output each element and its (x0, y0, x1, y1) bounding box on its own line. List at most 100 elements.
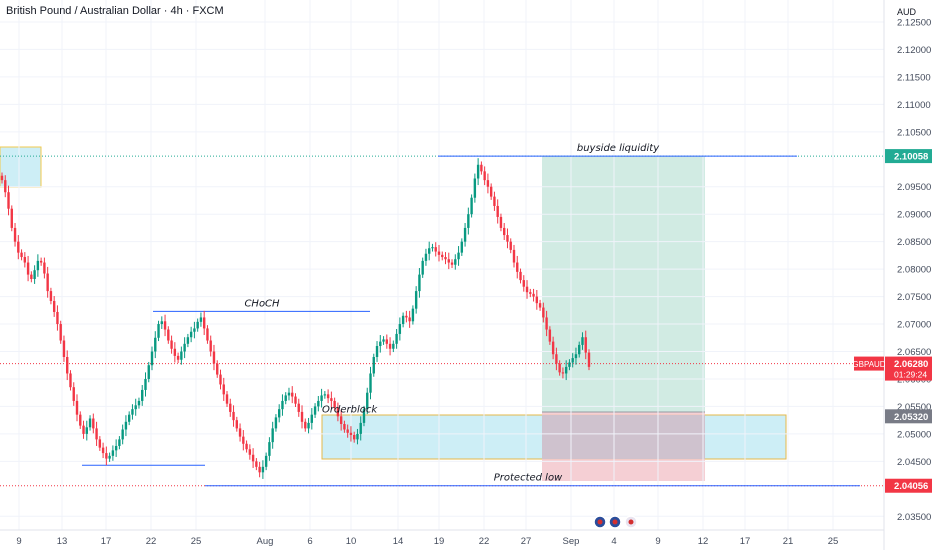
candle-body (43, 262, 46, 274)
flag-dot (597, 519, 603, 525)
price-tag-label: 2.04056 (894, 481, 928, 492)
candle-body (359, 422, 362, 434)
candle-body (343, 424, 346, 430)
candle-body (173, 348, 177, 356)
candle-body (49, 291, 53, 301)
y-tick-label: 2.09500 (897, 182, 931, 193)
candle-body (268, 442, 271, 456)
candle-body (150, 351, 154, 366)
candle-body (82, 425, 85, 434)
candle-body (369, 373, 372, 393)
candle-body (385, 339, 389, 344)
candle-body (395, 333, 398, 344)
candle-body (304, 421, 307, 429)
candle-body (176, 355, 180, 360)
x-tick-label: 14 (393, 536, 404, 547)
candle-body (473, 178, 477, 198)
candle-body (535, 296, 539, 304)
y-tick-label: 2.04500 (897, 457, 931, 468)
y-tick-label: 2.11000 (897, 100, 931, 111)
event-flags[interactable] (593, 515, 638, 529)
candle-body (460, 241, 464, 253)
candle-body (294, 396, 297, 404)
candle-body (39, 260, 43, 263)
candle-body (189, 331, 193, 338)
x-tick-label: 17 (101, 536, 112, 547)
candle-body (36, 260, 40, 271)
candle-body (69, 373, 72, 388)
candle-body (167, 329, 170, 341)
candle-body (300, 411, 304, 422)
buyside-liquidity-label: buyside liquidity (577, 143, 660, 154)
candle-body (320, 395, 323, 401)
level-lines (0, 155, 884, 487)
candle-body (59, 324, 62, 341)
y-tick-label: 2.12500 (897, 17, 931, 28)
candle-body (307, 422, 310, 429)
y-tick-label: 2.07500 (897, 292, 931, 303)
x-tick-label: Aug (257, 536, 274, 547)
flag-dot (628, 519, 634, 525)
candle-body (222, 384, 225, 395)
candle-body (564, 366, 568, 374)
time-axis[interactable]: 9 13 17 22 25 Aug 6 10 14 19 22 27 Sep 4 9 12 17 21 25 (16, 536, 838, 547)
candle-body (111, 450, 115, 456)
candle-body (251, 454, 255, 462)
candle-body (496, 205, 499, 217)
candle-body (160, 321, 163, 325)
candle-body (558, 363, 561, 373)
candle-body (232, 411, 235, 421)
candle-body (476, 164, 480, 179)
candle-body (141, 389, 144, 401)
candle-body (581, 337, 584, 345)
candle-body (434, 247, 437, 252)
candle-body (199, 317, 203, 322)
candle-body (431, 247, 434, 249)
candle-body (388, 343, 392, 349)
candle-body (95, 428, 98, 440)
candle-body (424, 253, 428, 261)
candle-body (584, 337, 587, 353)
x-tick-label: Sep (563, 536, 580, 547)
annotations: CHoCH Orderblock buyside liquidity Protecte… (244, 143, 660, 484)
candle-body (144, 378, 147, 390)
candle-body (548, 329, 552, 342)
x-tick-label: 22 (146, 536, 157, 547)
candle-body (196, 321, 199, 329)
x-tick-label: 9 (16, 536, 21, 547)
y-tick-label: 2.05500 (897, 402, 931, 413)
price-tag-bg (885, 149, 932, 164)
x-tick-label: 22 (479, 536, 490, 547)
candle-body (457, 252, 460, 260)
candles (0, 158, 591, 479)
x-tick-label: 21 (783, 536, 794, 547)
candle-body (238, 428, 242, 437)
candle-body (339, 416, 343, 424)
candle-body (512, 249, 516, 263)
candle-body (480, 164, 483, 172)
candle-body (418, 274, 421, 292)
candle-body (235, 420, 238, 429)
candle-body (555, 354, 558, 364)
candle-body (437, 251, 441, 255)
y-tick-label: 2.05000 (897, 429, 931, 440)
candle-body (519, 271, 522, 281)
x-tick-label: 10 (346, 536, 357, 547)
x-tick-label: 27 (521, 536, 532, 547)
candle-body (398, 324, 402, 334)
candle-body (317, 400, 320, 407)
candle-body (225, 394, 229, 404)
candle-body (212, 351, 216, 364)
candle-body (349, 432, 353, 435)
candle-body (574, 354, 578, 359)
candle-body (127, 414, 131, 422)
candle-body (467, 214, 470, 228)
candle-body (20, 252, 23, 258)
candle-body (85, 427, 88, 434)
y-tick-label: 2.03500 (897, 512, 931, 523)
candle-body (323, 394, 327, 396)
candle-body (578, 344, 581, 355)
y-tick-label: 2.12000 (897, 45, 931, 56)
